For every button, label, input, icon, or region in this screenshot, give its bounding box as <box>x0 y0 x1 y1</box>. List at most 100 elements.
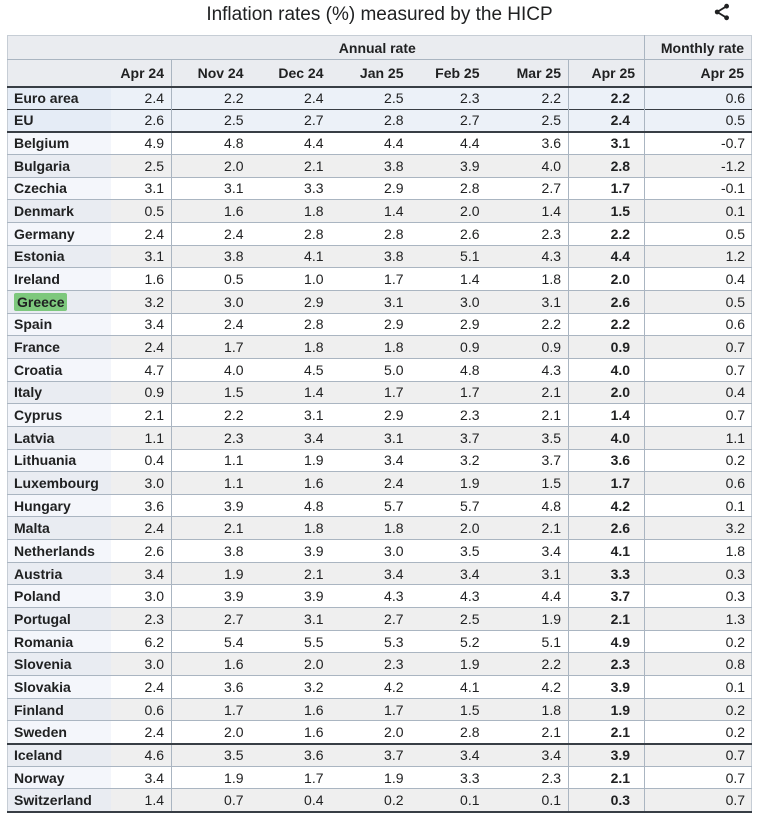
value-cell: 1.9 <box>410 471 487 495</box>
table-row: Latvia 1.1 2.3 3.4 3.1 3.7 3.5 4.0 1.1 <box>7 426 752 449</box>
value-cell: 4.3 <box>486 358 569 382</box>
value-cell: 1.5 <box>567 199 645 223</box>
table-row: Estonia 3.1 3.8 4.1 3.8 5.1 4.3 4.4 1.2 <box>7 245 752 268</box>
value-cell: 0.5 <box>171 267 251 291</box>
table-body: Euro area 2.4 2.2 2.4 2.5 2.3 2.2 2.2 0.6 EU 2.6 2.… <box>7 86 752 812</box>
value-cell: 2.3 <box>171 426 251 449</box>
country-cell: Malta <box>7 516 111 540</box>
value-cell: 4.2 <box>567 494 645 517</box>
table-row: Greece 3.2 3.0 2.9 3.1 3.0 3.1 2.6 0.5 <box>7 290 752 314</box>
value-cell: 3.4 <box>410 743 487 767</box>
value-cell: 4.1 <box>410 675 487 699</box>
value-cell: 1.5 <box>171 381 251 404</box>
country-cell: Germany <box>7 222 111 246</box>
value-cell: 1.4 <box>567 403 645 427</box>
country-cell: Sweden <box>7 720 111 744</box>
value-cell: 4.7 <box>110 358 172 382</box>
table-row: Lithuania 0.4 1.1 1.9 3.4 3.2 3.7 3.6 0.2 <box>7 449 752 472</box>
col-dec-24: Dec 24 <box>250 59 331 88</box>
country-cell: Croatia <box>7 358 111 382</box>
value-cell: 2.4 <box>250 86 331 110</box>
value-cell: 1.0 <box>250 267 331 291</box>
value-cell: 2.2 <box>567 313 645 336</box>
value-cell: 2.6 <box>567 290 645 314</box>
value-cell: 3.4 <box>250 426 331 449</box>
value-cell: 3.5 <box>410 539 487 563</box>
value-cell: 2.9 <box>410 313 487 336</box>
value-cell: 3.7 <box>410 426 487 449</box>
country-cell: Portugal <box>7 607 111 631</box>
value-cell: 3.6 <box>110 494 172 517</box>
title-bar: Inflation rates (%) measured by the HICP <box>0 0 759 32</box>
country-cell: Latvia <box>7 426 111 449</box>
value-cell: 2.6 <box>567 516 645 540</box>
value-cell: 2.1 <box>567 766 645 789</box>
share-button[interactable] <box>711 2 733 24</box>
group-header-row: Annual rate Monthly rate <box>7 35 752 60</box>
value-cell: 2.1 <box>567 607 645 631</box>
table-row: Czechia 3.1 3.1 3.3 2.9 2.8 2.7 1.7 -0.1 <box>7 177 752 200</box>
value-cell: 2.0 <box>410 199 487 223</box>
value-cell: -0.7 <box>644 131 752 155</box>
value-cell: 0.6 <box>110 698 172 721</box>
value-cell: 3.4 <box>110 562 172 585</box>
country-cell: Switzerland <box>7 788 111 812</box>
value-cell: -0.1 <box>644 177 752 200</box>
value-cell: 2.7 <box>250 109 331 132</box>
value-cell: 1.4 <box>110 788 172 812</box>
value-cell: 2.0 <box>330 720 411 744</box>
value-cell: 0.8 <box>644 652 752 676</box>
country-cell: Poland <box>7 584 111 608</box>
table-row: Slovenia 3.0 1.6 2.0 2.3 1.9 2.2 2.3 0.8 <box>7 652 752 676</box>
table-row: Portugal 2.3 2.7 3.1 2.7 2.5 1.9 2.1 1.3 <box>7 607 752 631</box>
value-cell: 5.4 <box>171 630 251 653</box>
country-cell: Lithuania <box>7 449 111 472</box>
value-cell: 3.1 <box>110 245 172 268</box>
value-cell: 0.7 <box>644 403 752 427</box>
value-cell: 4.0 <box>486 154 569 178</box>
value-cell: 3.0 <box>110 652 172 676</box>
value-cell: 3.2 <box>644 516 752 540</box>
value-cell: 2.1 <box>567 720 645 744</box>
country-cell: Romania <box>7 630 111 653</box>
value-cell: 1.8 <box>330 335 411 359</box>
country-cell: Estonia <box>7 245 111 268</box>
value-cell: 4.8 <box>171 131 251 155</box>
value-cell: 5.3 <box>330 630 411 653</box>
value-cell: 2.7 <box>410 109 487 132</box>
value-cell: 0.9 <box>486 335 569 359</box>
value-cell: 2.3 <box>410 86 487 110</box>
value-cell: 2.3 <box>410 403 487 427</box>
value-cell: 1.3 <box>644 607 752 631</box>
value-cell: 2.5 <box>330 86 411 110</box>
value-cell: 3.4 <box>110 766 172 789</box>
value-cell: 1.6 <box>250 698 331 721</box>
value-cell: 3.9 <box>250 539 331 563</box>
value-cell: 3.4 <box>486 743 569 767</box>
value-cell: 1.7 <box>171 698 251 721</box>
table-row: Switzerland 1.4 0.7 0.4 0.2 0.1 0.1 0.3 0.7 <box>7 788 752 812</box>
table-row: Denmark 0.5 1.6 1.8 1.4 2.0 1.4 1.5 0.1 <box>7 199 752 223</box>
value-cell: 1.5 <box>486 471 569 495</box>
country-cell: Italy <box>7 381 111 404</box>
value-cell: 4.5 <box>250 358 331 382</box>
country-cell: Belgium <box>7 131 111 155</box>
value-cell: 2.4 <box>567 109 645 132</box>
value-cell: 0.6 <box>644 471 752 495</box>
value-cell: 3.1 <box>330 290 411 314</box>
country-cell: EU <box>7 109 111 132</box>
value-cell: 5.5 <box>250 630 331 653</box>
value-cell: 2.7 <box>486 177 569 200</box>
value-cell: 4.0 <box>567 358 645 382</box>
value-cell: 0.9 <box>110 381 172 404</box>
value-cell: 0.7 <box>644 335 752 359</box>
value-cell: 1.7 <box>171 335 251 359</box>
value-cell: 1.7 <box>410 381 487 404</box>
value-cell: 1.9 <box>330 766 411 789</box>
table-row: Hungary 3.6 3.9 4.8 5.7 5.7 4.8 4.2 0.1 <box>7 494 752 517</box>
value-cell: 4.0 <box>567 426 645 449</box>
country-cell: Czechia <box>7 177 111 200</box>
value-cell: 1.9 <box>171 766 251 789</box>
table-row: Italy 0.9 1.5 1.4 1.7 1.7 2.1 2.0 0.4 <box>7 381 752 404</box>
value-cell: 1.8 <box>250 516 331 540</box>
